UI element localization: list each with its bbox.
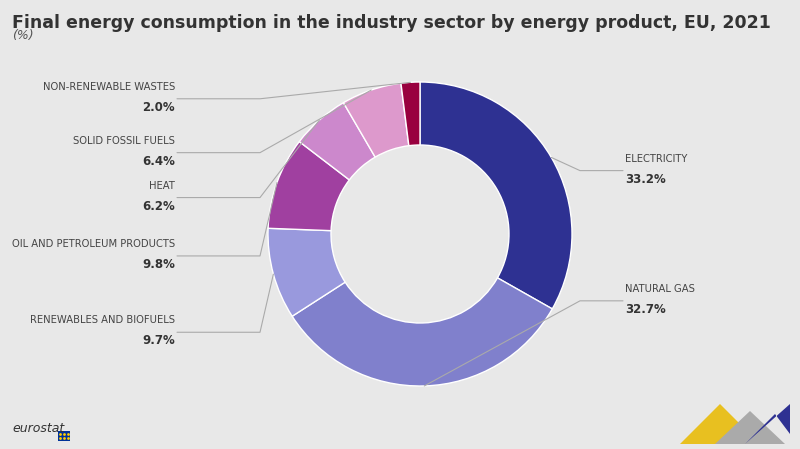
Text: OIL AND PETROLEUM PRODUCTS: OIL AND PETROLEUM PRODUCTS xyxy=(12,239,175,249)
Text: 2.0%: 2.0% xyxy=(142,101,175,114)
Text: SOLID FOSSIL FUELS: SOLID FOSSIL FUELS xyxy=(73,136,175,145)
Text: 9.8%: 9.8% xyxy=(142,258,175,271)
Text: RENEWABLES AND BIOFUELS: RENEWABLES AND BIOFUELS xyxy=(30,315,175,325)
Text: 9.7%: 9.7% xyxy=(142,334,175,347)
Wedge shape xyxy=(343,83,409,157)
Wedge shape xyxy=(401,82,420,146)
Wedge shape xyxy=(420,82,572,309)
Text: HEAT: HEAT xyxy=(149,180,175,190)
Text: eurostat: eurostat xyxy=(12,422,64,435)
Text: Final energy consumption in the industry sector by energy product, EU, 2021: Final energy consumption in the industry… xyxy=(12,14,771,32)
Wedge shape xyxy=(292,278,552,386)
Text: 32.7%: 32.7% xyxy=(625,303,666,316)
Wedge shape xyxy=(268,228,345,316)
Polygon shape xyxy=(745,404,790,444)
Polygon shape xyxy=(680,404,760,444)
Wedge shape xyxy=(268,141,350,231)
Text: 6.4%: 6.4% xyxy=(142,154,175,167)
Text: NATURAL GAS: NATURAL GAS xyxy=(625,284,695,294)
Polygon shape xyxy=(715,411,785,444)
Text: (%): (%) xyxy=(12,29,34,42)
Text: 33.2%: 33.2% xyxy=(625,172,666,185)
Text: ELECTRICITY: ELECTRICITY xyxy=(625,154,687,163)
Text: NON-RENEWABLE WASTES: NON-RENEWABLE WASTES xyxy=(42,82,175,92)
Bar xyxy=(58,431,70,441)
Text: 6.2%: 6.2% xyxy=(142,199,175,212)
Wedge shape xyxy=(299,103,375,180)
